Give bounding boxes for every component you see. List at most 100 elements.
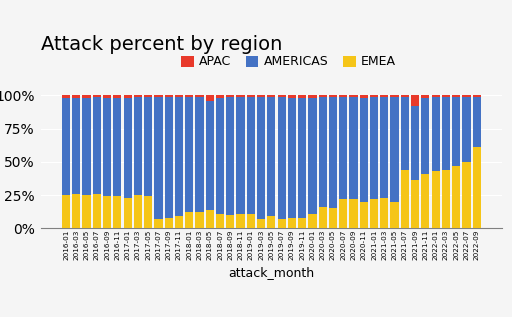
Bar: [421, 174, 430, 228]
Bar: [62, 95, 70, 98]
Bar: [237, 214, 245, 228]
Bar: [267, 95, 275, 97]
Bar: [339, 95, 347, 97]
Bar: [72, 95, 80, 98]
Bar: [442, 95, 450, 97]
Bar: [216, 95, 224, 98]
Bar: [401, 97, 409, 170]
Bar: [237, 95, 245, 97]
Bar: [391, 202, 399, 228]
Bar: [380, 198, 389, 228]
Bar: [452, 166, 460, 228]
Bar: [401, 95, 409, 97]
Bar: [318, 207, 327, 228]
Bar: [62, 98, 70, 195]
Bar: [421, 98, 430, 174]
Bar: [298, 98, 306, 217]
Bar: [62, 195, 70, 228]
Bar: [175, 216, 183, 228]
Bar: [359, 98, 368, 202]
Bar: [185, 97, 194, 212]
Bar: [318, 95, 327, 97]
Bar: [206, 95, 214, 101]
Bar: [339, 97, 347, 199]
Bar: [113, 196, 121, 228]
Bar: [144, 196, 152, 228]
Bar: [164, 217, 173, 228]
Bar: [380, 95, 389, 97]
Bar: [308, 98, 316, 214]
Bar: [134, 97, 142, 195]
Bar: [349, 95, 357, 97]
Bar: [93, 95, 101, 97]
Bar: [442, 97, 450, 170]
Bar: [421, 95, 430, 98]
Legend: APAC, AMERICAS, EMEA: APAC, AMERICAS, EMEA: [176, 50, 401, 73]
Bar: [411, 180, 419, 228]
Text: Attack percent by region: Attack percent by region: [41, 35, 282, 54]
Bar: [196, 97, 204, 212]
Bar: [247, 214, 255, 228]
Bar: [411, 106, 419, 180]
Bar: [144, 97, 152, 196]
Bar: [154, 97, 162, 219]
Bar: [370, 97, 378, 199]
Bar: [82, 95, 91, 98]
Bar: [154, 219, 162, 228]
Bar: [308, 95, 316, 98]
Bar: [329, 208, 337, 228]
Bar: [432, 171, 440, 228]
Bar: [298, 217, 306, 228]
Bar: [206, 101, 214, 210]
Bar: [359, 95, 368, 98]
Bar: [391, 97, 399, 202]
Bar: [473, 147, 481, 228]
Bar: [432, 97, 440, 171]
Bar: [247, 95, 255, 97]
Bar: [257, 95, 265, 97]
Bar: [452, 97, 460, 166]
Bar: [391, 95, 399, 97]
Bar: [123, 95, 132, 98]
Bar: [473, 95, 481, 97]
Bar: [288, 217, 296, 228]
Bar: [82, 98, 91, 195]
X-axis label: attack_month: attack_month: [228, 266, 314, 279]
Bar: [164, 95, 173, 97]
Bar: [452, 95, 460, 97]
Bar: [237, 97, 245, 214]
Bar: [442, 170, 450, 228]
Bar: [144, 95, 152, 97]
Bar: [339, 199, 347, 228]
Bar: [329, 97, 337, 208]
Bar: [359, 202, 368, 228]
Bar: [134, 195, 142, 228]
Bar: [93, 97, 101, 194]
Bar: [462, 162, 471, 228]
Bar: [401, 170, 409, 228]
Bar: [257, 97, 265, 219]
Bar: [473, 97, 481, 147]
Bar: [185, 212, 194, 228]
Bar: [462, 97, 471, 162]
Bar: [247, 97, 255, 214]
Bar: [349, 199, 357, 228]
Bar: [278, 97, 286, 219]
Bar: [432, 95, 440, 97]
Bar: [226, 97, 234, 215]
Bar: [226, 215, 234, 228]
Bar: [318, 97, 327, 207]
Bar: [308, 214, 316, 228]
Bar: [103, 95, 111, 98]
Bar: [411, 95, 419, 106]
Bar: [175, 95, 183, 97]
Bar: [164, 97, 173, 217]
Bar: [298, 95, 306, 98]
Bar: [206, 210, 214, 228]
Bar: [175, 97, 183, 216]
Bar: [103, 98, 111, 196]
Bar: [349, 97, 357, 199]
Bar: [196, 212, 204, 228]
Bar: [278, 95, 286, 97]
Bar: [72, 98, 80, 194]
